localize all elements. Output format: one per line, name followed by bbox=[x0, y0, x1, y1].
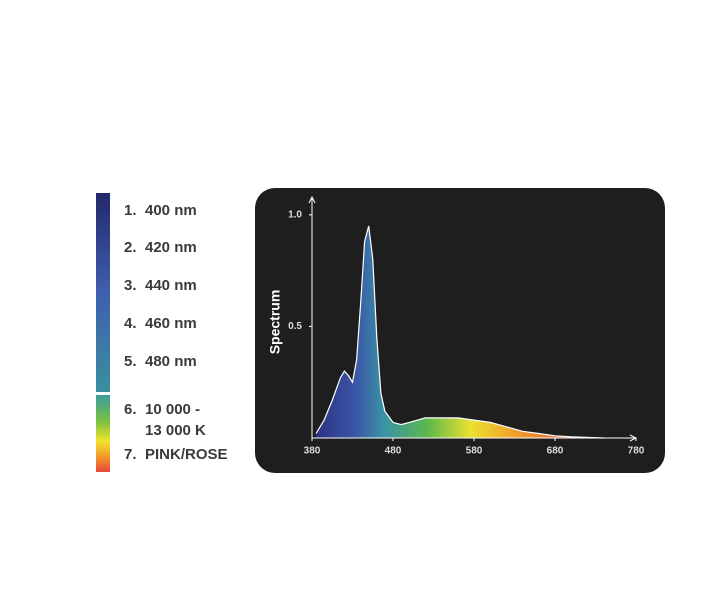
legend-label: 10 000 - bbox=[145, 401, 200, 418]
spectrum-line bbox=[315, 225, 604, 439]
legend-number: 1. bbox=[124, 202, 137, 219]
plot: 1.0 0.5 380 480 580 680 780 Spectrum bbox=[267, 195, 645, 457]
y-axis-label: Spectrum bbox=[267, 290, 283, 355]
x-tick-label: 780 bbox=[628, 446, 645, 457]
legend-number: 4. bbox=[124, 315, 137, 332]
spectrum-area bbox=[316, 226, 604, 438]
y-arrow bbox=[308, 195, 316, 204]
color-bar bbox=[96, 395, 110, 472]
legend-label: 440 nm bbox=[145, 277, 197, 294]
legend: 1. 400 nm 2. 420 nm 3. 440 nm 4. 460 nm 5. 480 nm… bbox=[124, 202, 228, 463]
legend-label: 400 nm bbox=[145, 202, 197, 219]
legend-label: 420 nm bbox=[145, 239, 197, 256]
legend-label: 460 nm bbox=[145, 315, 197, 332]
legend-label: PINK/ROSE bbox=[145, 446, 228, 463]
x-tick-label: 380 bbox=[304, 446, 321, 457]
legend-number: 6. bbox=[124, 401, 137, 418]
color-bar bbox=[96, 193, 110, 392]
y-tick-label: 1.0 bbox=[288, 209, 302, 220]
legend-number: 3. bbox=[124, 277, 137, 294]
legend-number: 2. bbox=[124, 239, 137, 256]
legend-number: 7. bbox=[124, 446, 137, 463]
y-tick-label: 0.5 bbox=[288, 321, 302, 332]
legend-label: 480 nm bbox=[145, 353, 197, 370]
x-tick-label: 580 bbox=[466, 446, 483, 457]
x-tick-label: 480 bbox=[385, 446, 402, 457]
legend-number: 5. bbox=[124, 353, 137, 370]
x-tick-label: 680 bbox=[547, 446, 564, 457]
legend-label: 13 000 K bbox=[145, 422, 206, 439]
